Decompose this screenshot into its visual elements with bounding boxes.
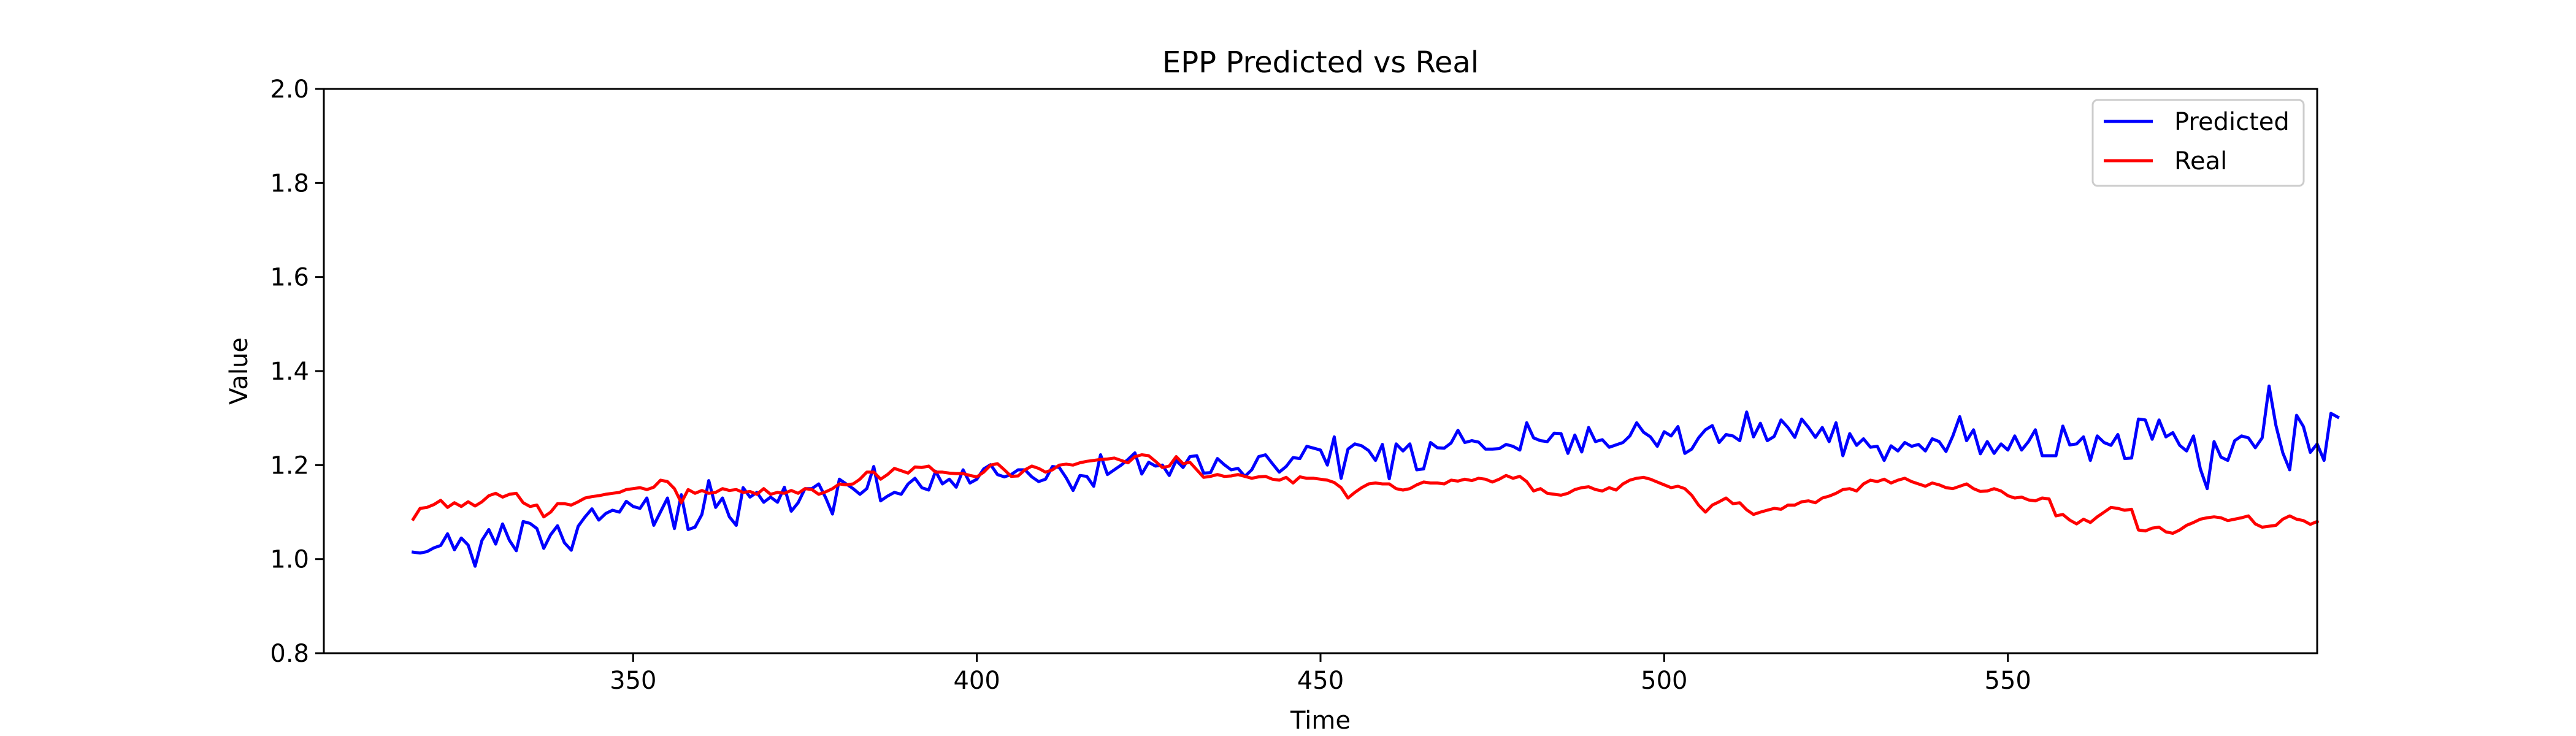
x-axis-ticks: 350 400 450 500 550 [610, 653, 2031, 695]
y-tick-label: 1.8 [270, 169, 309, 197]
y-tick-label: 1.2 [270, 451, 309, 480]
x-tick-label: 550 [1985, 667, 2031, 695]
legend-label-predicted: Predicted [2174, 108, 2290, 136]
y-tick-label: 0.8 [270, 640, 309, 668]
series-line-real [411, 453, 2320, 535]
y-tick-label: 1.4 [270, 358, 309, 386]
x-tick-label: 350 [610, 667, 656, 695]
x-tick-label: 450 [1297, 667, 1344, 695]
x-axis-label: Time [1290, 707, 1351, 735]
legend: Predicted Real [2091, 99, 2305, 187]
y-tick-label: 1.6 [270, 264, 309, 292]
x-tick-label: 500 [1641, 667, 1687, 695]
y-axis-ticks: 0.8 1.0 1.2 1.4 1.6 1.8 2.0 [270, 75, 324, 668]
legend-label-real: Real [2174, 147, 2227, 175]
plot-lines [411, 385, 2340, 568]
y-axis-label: Value [225, 337, 253, 405]
y-tick-label: 1.0 [270, 546, 309, 574]
x-tick-label: 400 [953, 667, 1000, 695]
y-tick-label: 2.0 [270, 75, 309, 104]
chart-title: EPP Predicted vs Real [1162, 45, 1479, 80]
series-line-predicted [411, 385, 2340, 568]
